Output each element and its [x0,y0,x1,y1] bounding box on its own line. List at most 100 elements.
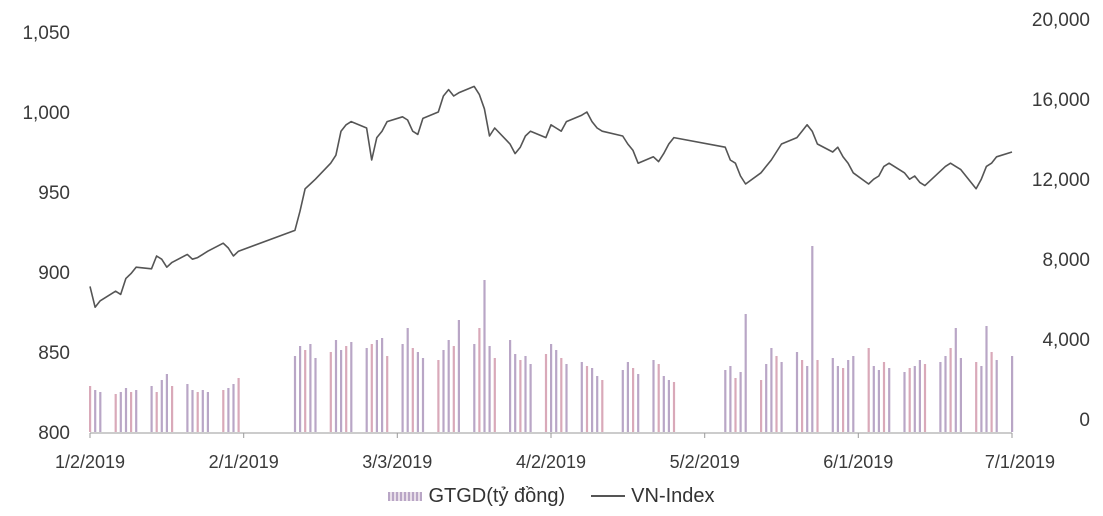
volume-bar [662,376,665,432]
volume-bar [304,350,307,432]
volume-bar [918,360,921,432]
volume-bar [601,380,604,432]
y-left-tick-label: 800 [38,423,70,444]
volume-bar [314,358,317,432]
volume-bar [842,368,845,432]
volume-bar [550,344,553,432]
volume-bar [334,340,338,432]
volume-bar [150,386,153,432]
y-left-tick-label: 950 [38,183,70,204]
volume-bar [652,360,655,432]
volume-bar [990,352,993,432]
x-tick-label: 1/2/2019 [55,452,125,472]
y-right-tick-label: 12,000 [1032,170,1090,191]
volume-bar [780,362,783,432]
volume-bar [478,328,481,432]
volume-bar [165,374,168,432]
volume-bar [509,340,512,432]
volume-bar [765,364,768,432]
volume-bar [637,374,640,432]
y-right-tick-label: 4,000 [1042,330,1090,351]
legend-item-vn-index: VN-Index [591,484,715,508]
volume-bar [493,358,496,432]
volume-bar [672,382,676,432]
x-tick-label: 7/1/2019 [985,452,1055,472]
volume-bar [375,340,378,432]
volume-bar [888,368,891,432]
volume-bar [770,348,773,432]
volume-bar [488,346,491,432]
volume-bar [186,384,189,432]
y-right-ticks: 0 4,000 8,000 12,000 16,000 20,000 [1032,10,1090,431]
y-left-tick-label: 1,050 [22,23,70,44]
legend-bar-swatch [388,491,423,501]
vn-index-line-group [89,85,1013,308]
volume-bar [596,376,599,432]
volume-bar [171,386,174,432]
volume-bar [739,372,742,432]
volume-bar [565,364,568,432]
y-right-tick-label: 20,000 [1032,10,1090,31]
volume-bar [124,388,128,432]
volume-bar [119,392,122,432]
volume-bar [795,352,799,432]
volume-bar [847,360,850,432]
volume-bar [811,246,814,432]
volume-bar [591,368,594,432]
volume-bar [801,360,804,432]
volume-bar [980,366,983,432]
volume-bar [457,320,460,432]
volume-bar [867,348,870,432]
volume-bar [350,342,353,432]
volume-bar [667,380,670,432]
volume-bar [299,346,302,432]
volume-bar [365,348,368,432]
volume-bar [401,344,404,432]
volume-bar [293,356,297,432]
volume-bar [882,362,886,432]
volume-bar [94,390,97,432]
volume-bar [908,368,911,432]
volume-bar [580,362,583,432]
volume-bar [406,328,409,432]
volume-bar [519,360,522,432]
volume-bar [473,344,476,432]
volume-bar [222,390,225,432]
y-right-tick-label: 0 [1079,410,1090,431]
volume-bar [381,338,384,432]
volume-bar [836,366,839,432]
volume-bar [923,364,927,432]
volume-bar [340,350,343,432]
y-left-ticks: 800 850 900 950 1,000 1,050 [22,23,70,444]
x-ticks: 1/2/2019 2/1/2019 3/3/2019 4/2/2019 5/2/2019… [55,433,1055,472]
volume-bar [227,388,230,432]
volume-bar [309,344,312,432]
volume-bar [201,390,204,432]
volume-bar [329,352,332,432]
y-left-tick-label: 1,000 [22,103,70,124]
legend-label-volume: GTGD(tỷ đồng) [428,484,566,507]
volume-bar [944,356,947,432]
volume-bar [196,392,199,432]
volume-bar [626,362,629,432]
volume-bar [657,364,660,432]
volume-bar [483,280,486,432]
volume-bar [89,386,92,432]
volume-bar [877,370,880,432]
volume-bars [89,246,1014,432]
volume-bar [160,380,163,432]
volume-bar [514,354,517,432]
x-tick-label: 4/2/2019 [516,452,586,472]
x-tick-label: 6/1/2019 [823,452,893,472]
legend-label-vn-index: VN-Index [631,484,715,507]
y-right-tick-label: 16,000 [1032,90,1090,111]
vn-index-line [89,85,1013,308]
volume-bar [585,366,589,432]
volume-bar [729,366,732,432]
volume-bar [411,348,414,432]
volume-bar [130,392,133,432]
volume-bar [621,370,624,432]
volume-bar [529,364,532,432]
volume-bar [806,366,809,432]
volume-bar [135,390,138,432]
